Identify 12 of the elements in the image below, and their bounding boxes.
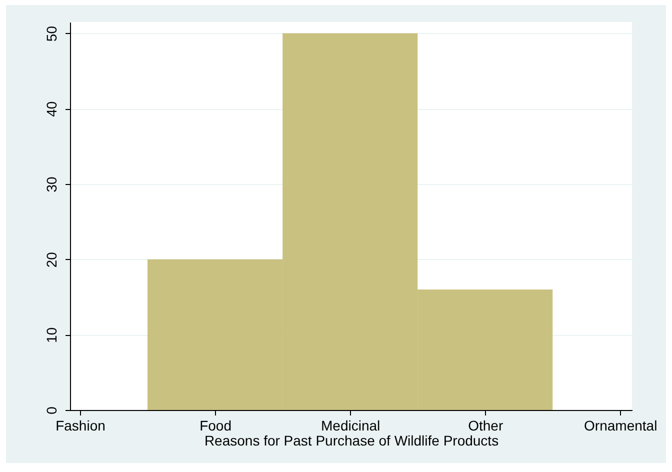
y-tick-label: 30 [44,176,60,192]
y-tick-label: 40 [44,101,60,117]
y-tick-label: 0 [44,406,60,414]
x-axis-title: Reasons for Past Purchase of Wildlife Products [204,432,499,448]
x-tick-label: Other [468,418,504,434]
x-tick-label: Ornamental [584,418,658,434]
x-tick-label: Fashion [56,418,106,434]
x-tick-label: Food [200,418,232,434]
x-tick-label: Medicinal [320,418,380,434]
y-tick-label: 50 [44,26,60,42]
y-tick-label: 10 [44,327,60,343]
y-tick-label: 20 [44,252,60,268]
